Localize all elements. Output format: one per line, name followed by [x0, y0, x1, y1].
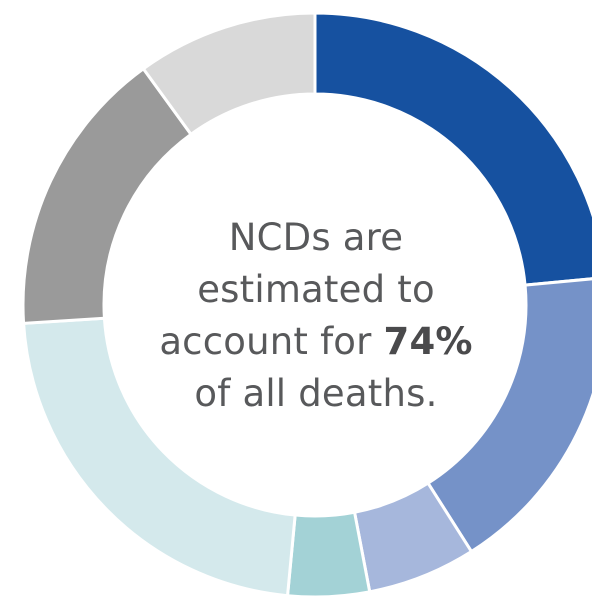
center-text-line-3: account for 74% [146, 316, 486, 368]
center-text-line-2: estimated to [197, 268, 435, 311]
center-text-line-1: NCDs are [228, 216, 404, 259]
center-text-line-4: of all deaths. [194, 372, 438, 415]
highlight-percentage: 74% [383, 320, 473, 363]
donut-segment-4 [285, 510, 372, 596]
center-annotation: NCDs are estimated to account for 74% of… [146, 212, 486, 420]
center-text-prefix: account for [159, 320, 384, 363]
donut-segment-7 [141, 11, 317, 137]
donut-segment-1 [313, 11, 592, 287]
